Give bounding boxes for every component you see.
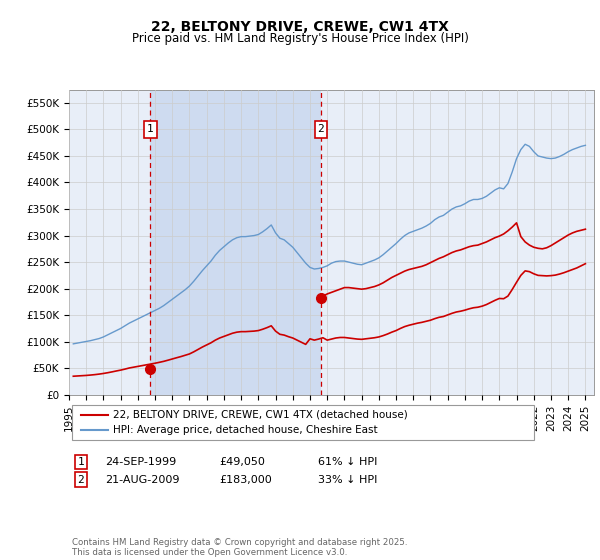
Text: 61% ↓ HPI: 61% ↓ HPI xyxy=(318,457,377,467)
Text: 24-SEP-1999: 24-SEP-1999 xyxy=(105,457,176,467)
Text: 22, BELTONY DRIVE, CREWE, CW1 4TX (detached house): 22, BELTONY DRIVE, CREWE, CW1 4TX (detac… xyxy=(113,409,407,419)
Text: HPI: Average price, detached house, Cheshire East: HPI: Average price, detached house, Ches… xyxy=(113,425,377,435)
Text: 33% ↓ HPI: 33% ↓ HPI xyxy=(318,475,377,485)
Text: 2: 2 xyxy=(317,124,325,134)
Text: 2: 2 xyxy=(77,475,85,485)
Bar xyxy=(151,90,321,395)
Text: £49,050: £49,050 xyxy=(219,457,265,467)
Text: 1: 1 xyxy=(147,124,154,134)
Text: 1: 1 xyxy=(77,457,85,467)
Text: 22, BELTONY DRIVE, CREWE, CW1 4TX: 22, BELTONY DRIVE, CREWE, CW1 4TX xyxy=(151,20,449,34)
Text: 21-AUG-2009: 21-AUG-2009 xyxy=(105,475,179,485)
Text: £183,000: £183,000 xyxy=(219,475,272,485)
Text: Price paid vs. HM Land Registry's House Price Index (HPI): Price paid vs. HM Land Registry's House … xyxy=(131,32,469,45)
Text: Contains HM Land Registry data © Crown copyright and database right 2025.
This d: Contains HM Land Registry data © Crown c… xyxy=(72,538,407,557)
